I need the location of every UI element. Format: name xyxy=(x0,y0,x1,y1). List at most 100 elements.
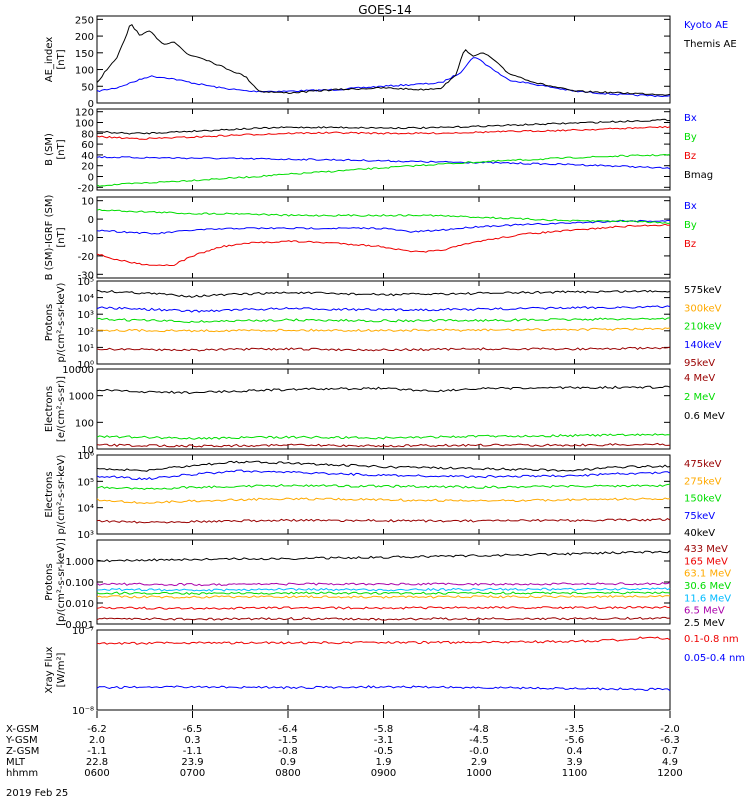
ephemeris-value: 0.9 xyxy=(280,757,296,768)
legend-2-5-mev: 2.5 MeV xyxy=(684,618,725,629)
series-line-433-mev xyxy=(96,616,671,621)
ephemeris-value: 2.0 xyxy=(89,735,105,746)
legend-0-05-0-4-nm: 0.05-0.4 nm xyxy=(684,653,745,664)
series-line-0-05-0-4-nm xyxy=(96,685,671,692)
panel-1: 0 50 100 150 200 250 AE_index [nT] Kyoto AE Themi… xyxy=(44,15,737,110)
legend-6-5-mev: 6.5 MeV xyxy=(684,606,725,617)
ephemeris-value: 2.9 xyxy=(471,757,487,768)
series-line-themis-ae xyxy=(96,24,671,96)
series-line-95kev xyxy=(96,346,671,352)
series-line-275kev xyxy=(96,497,671,505)
series-line-6-5-mev xyxy=(96,582,671,587)
y-tick-label: 10² xyxy=(77,327,94,338)
legend-165-mev: 165 MeV xyxy=(684,556,728,567)
ephemeris-value: -6.5 xyxy=(183,724,203,735)
y-axis-label: [nT] xyxy=(56,227,67,247)
y-tick-label: 10⁵ xyxy=(77,277,94,288)
panel-8: 10⁻⁸ 10⁻⁷ Xray Flux [W/m²] 0.1-0.8 nm 0.05-0.… xyxy=(44,626,745,717)
ephemeris-value: 1.9 xyxy=(376,757,392,768)
y-tick-label: -10 xyxy=(78,234,94,245)
y-tick-label: 200 xyxy=(75,32,94,43)
ephemeris-label-hhmm: hhmm xyxy=(6,768,38,779)
legend-275kev: 275keV xyxy=(684,476,722,487)
y-tick-label: 10 xyxy=(81,197,94,208)
ephemeris-value: 1000 xyxy=(466,768,491,779)
date-label: 2019 Feb 25 xyxy=(6,788,68,799)
series-line-210kev xyxy=(96,317,671,324)
ephemeris-value: -3.5 xyxy=(565,724,585,735)
legend-475kev: 475keV xyxy=(684,459,722,470)
ephemeris-value: 1200 xyxy=(657,768,682,779)
ephemeris-label-y-gsm: Y-GSM xyxy=(5,735,38,746)
y-axis-label: p/(cm²-s-sr-keV) xyxy=(56,454,67,534)
y-tick-label: 0 xyxy=(88,99,94,110)
legend-bmag: Bmag xyxy=(684,170,713,181)
series-line-575kev xyxy=(96,289,671,298)
series-line-4-mev xyxy=(96,442,671,448)
panel-frame xyxy=(96,368,671,450)
ephemeris-table: X-GSMY-GSMZ-GSMMLThhmm-6.22.0-1.122.8060… xyxy=(5,711,683,779)
y-axis-label: [nT] xyxy=(56,49,67,69)
y-tick-label: 20 xyxy=(81,162,94,173)
series-line-by xyxy=(96,208,670,224)
y-axis-label: AE_index xyxy=(44,37,55,83)
series-line-0-6-mev xyxy=(96,385,671,395)
series-line-140kev xyxy=(96,305,671,313)
ephemeris-value: 4.9 xyxy=(662,757,678,768)
series-line-475kev xyxy=(96,518,671,524)
series-line-by xyxy=(96,153,671,187)
series-line-150kev xyxy=(96,483,671,491)
series-line-0-1-0-8-nm xyxy=(96,636,671,645)
ephemeris-value: -4.5 xyxy=(469,735,489,746)
legend-140kev: 140keV xyxy=(684,340,722,351)
y-tick-label: 0.010 xyxy=(65,599,94,610)
ephemeris-value: -0.8 xyxy=(278,746,298,757)
series-line-bx xyxy=(96,156,671,170)
ephemeris-value: 3.9 xyxy=(567,757,583,768)
y-tick-label: 40 xyxy=(81,151,94,162)
ephemeris-value: -0.0 xyxy=(469,746,489,757)
ephemeris-value: -2.0 xyxy=(660,724,680,735)
legend-0-6-mev: 0.6 MeV xyxy=(684,411,725,422)
panel-6: 10³ 10⁴ 10⁵ 10⁶ Electrons p/(cm²-s-sr-keV) 475… xyxy=(44,451,722,541)
legend-kyoto-ae: Kyoto AE xyxy=(684,20,728,31)
legend-63-1-mev: 63.1 MeV xyxy=(684,569,731,580)
ephemeris-value: 0.3 xyxy=(185,735,201,746)
y-tick-label: 10 xyxy=(81,445,94,456)
legend-bz: Bz xyxy=(684,239,696,250)
y-tick-label: 250 xyxy=(75,15,94,26)
y-tick-label: 0.100 xyxy=(65,578,94,589)
legend-by: By xyxy=(684,132,697,143)
series-line-2-5-mev xyxy=(96,550,671,563)
ephemeris-label-x-gsm: X-GSM xyxy=(6,724,39,735)
y-tick-label: 10³ xyxy=(77,530,94,541)
y-tick-label: 50 xyxy=(81,82,94,93)
series-line-165-mev xyxy=(96,605,671,610)
ephemeris-value: -5.8 xyxy=(374,724,394,735)
y-tick-label: 10³ xyxy=(77,310,94,321)
legend-210kev: 210keV xyxy=(684,322,722,333)
y-axis-label: B (SM) xyxy=(44,133,55,166)
legend-300kev: 300keV xyxy=(684,303,722,314)
y-tick-label: 10⁶ xyxy=(77,451,94,462)
series-line-bx xyxy=(96,219,671,235)
y-tick-label: 80 xyxy=(81,129,94,140)
series-line-2-mev xyxy=(96,433,671,440)
legend-themis-ae: Themis AE xyxy=(683,39,737,50)
y-tick-label: 10000 xyxy=(62,365,94,376)
ephemeris-value: -1.1 xyxy=(183,746,203,757)
series-line-30-6-mev xyxy=(96,591,671,596)
ephemeris-value: -1.1 xyxy=(87,746,107,757)
ephemeris-value: -4.8 xyxy=(469,724,489,735)
ephemeris-label-mlt: MLT xyxy=(6,757,26,768)
ephemeris-value: -5.6 xyxy=(565,735,585,746)
series-line-bmag xyxy=(96,118,671,135)
ephemeris-value: 0900 xyxy=(371,768,396,779)
series-line-40kev xyxy=(96,460,671,472)
ephemeris-label-z-gsm: Z-GSM xyxy=(6,746,39,757)
y-tick-label: 100 xyxy=(75,418,94,429)
y-tick-label: -20 xyxy=(78,252,94,263)
